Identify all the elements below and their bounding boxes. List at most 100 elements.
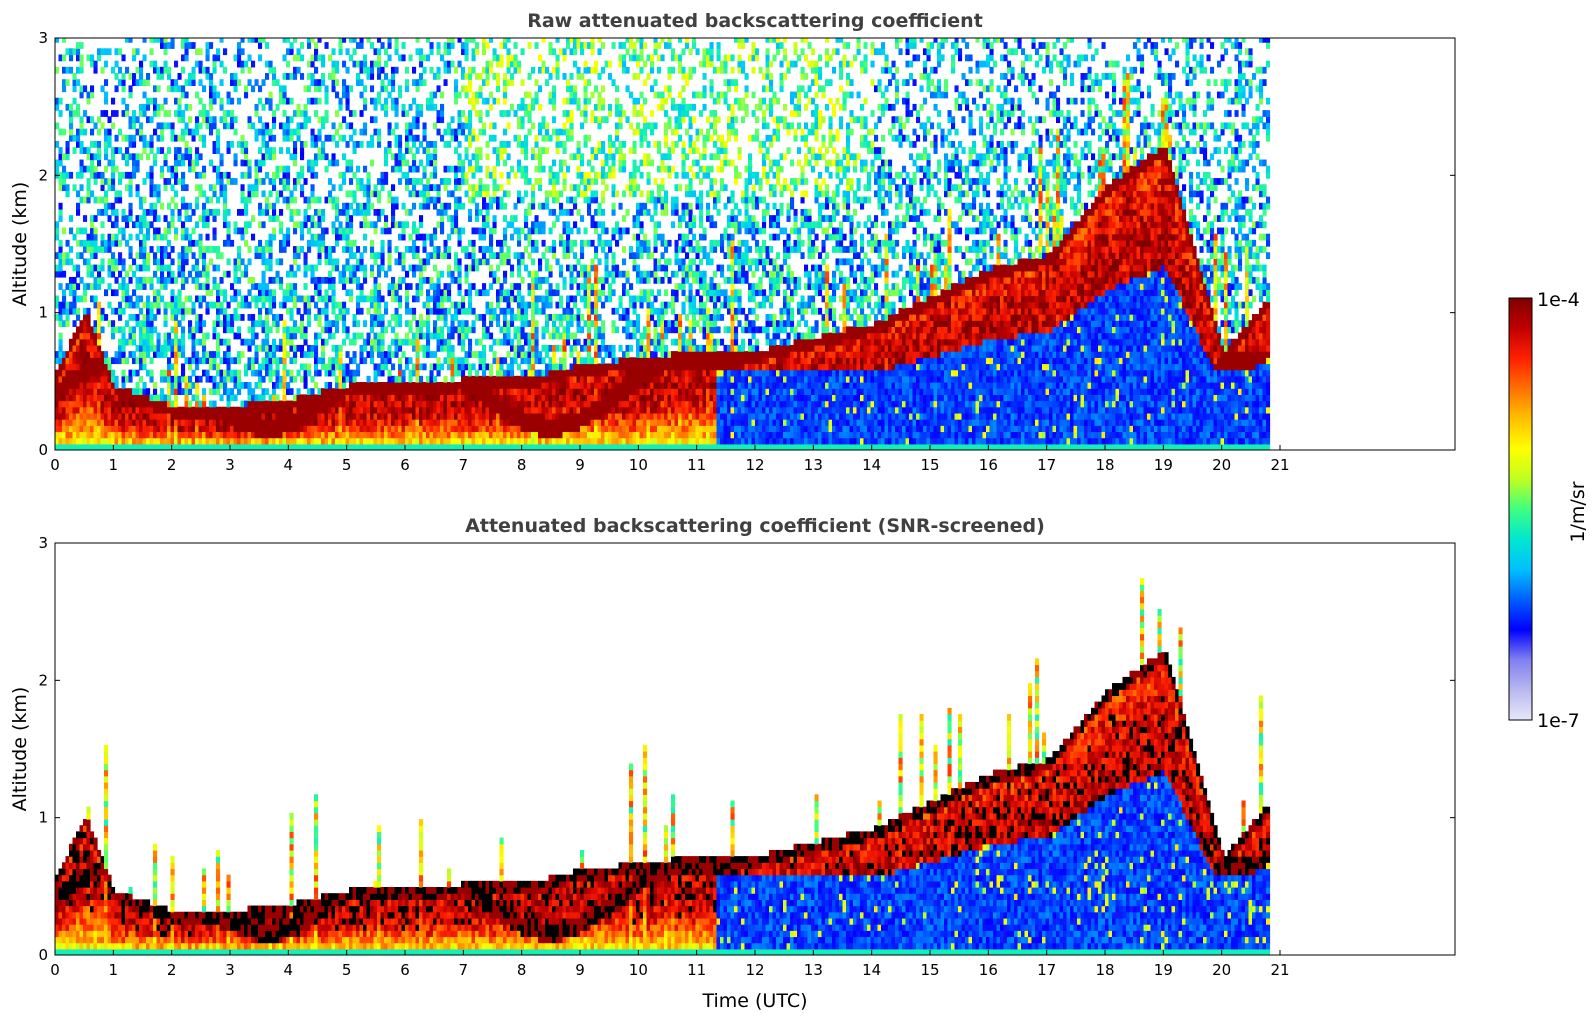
heat-cell bbox=[479, 363, 483, 370]
heat-cell bbox=[437, 394, 441, 401]
heat-cell bbox=[304, 265, 308, 272]
heat-cell bbox=[276, 104, 280, 111]
heat-cell bbox=[241, 271, 245, 278]
heat-cell bbox=[66, 67, 70, 74]
heat-cell bbox=[258, 314, 262, 321]
heat-cell bbox=[146, 98, 150, 105]
heat-cell bbox=[489, 388, 493, 395]
heat-cell bbox=[125, 215, 129, 222]
heat-cell bbox=[482, 228, 486, 235]
heat-cell bbox=[143, 36, 147, 43]
heat-cell bbox=[174, 357, 178, 364]
heat-cell bbox=[521, 326, 525, 333]
heat-cell bbox=[220, 431, 224, 438]
heat-cell bbox=[157, 351, 161, 358]
heat-cell bbox=[510, 79, 514, 86]
heat-cell bbox=[111, 407, 115, 414]
heat-cell bbox=[97, 320, 101, 327]
heat-cell bbox=[199, 296, 203, 303]
heat-cell bbox=[451, 401, 455, 408]
heat-cell bbox=[405, 184, 409, 191]
heat-cell bbox=[391, 277, 395, 284]
heat-cell bbox=[220, 425, 224, 432]
heat-cell bbox=[136, 265, 140, 272]
heat-cell bbox=[423, 184, 427, 191]
heat-cell bbox=[384, 302, 388, 309]
heat-cell bbox=[265, 172, 269, 179]
heat-cell bbox=[122, 228, 126, 235]
heat-cell bbox=[125, 172, 129, 179]
heat-cell bbox=[206, 48, 210, 55]
heat-cell bbox=[276, 382, 280, 389]
heat-cell bbox=[279, 221, 283, 228]
heat-cell bbox=[202, 252, 206, 259]
heat-cell bbox=[426, 302, 430, 309]
heat-cell bbox=[360, 67, 364, 74]
heat-cell bbox=[482, 215, 486, 222]
heat-cell bbox=[493, 98, 497, 105]
heat-cell bbox=[454, 172, 458, 179]
heat-cell bbox=[461, 363, 465, 370]
heat-cell bbox=[342, 36, 346, 43]
heat-cell bbox=[381, 79, 385, 86]
heat-cell bbox=[185, 425, 189, 432]
heat-cell bbox=[391, 401, 395, 408]
heat-cell bbox=[398, 141, 402, 148]
heat-cell bbox=[332, 258, 336, 265]
heat-cell bbox=[167, 252, 171, 259]
heat-cell bbox=[108, 215, 112, 222]
heat-cell bbox=[223, 197, 227, 204]
heat-cell bbox=[104, 203, 108, 210]
heat-cell bbox=[122, 234, 126, 241]
heat-cell bbox=[195, 48, 199, 55]
heat-cell bbox=[416, 388, 420, 395]
heat-cell bbox=[363, 61, 367, 68]
heat-cell bbox=[395, 401, 399, 408]
heat-cell bbox=[304, 252, 308, 259]
heat-cell bbox=[300, 153, 304, 160]
heat-cell bbox=[363, 277, 367, 284]
heat-cell bbox=[283, 197, 287, 204]
heat-cell bbox=[510, 221, 514, 228]
heat-cell bbox=[416, 48, 420, 55]
heat-cell bbox=[195, 376, 199, 383]
heat-cell bbox=[59, 147, 63, 154]
heat-cell bbox=[412, 339, 416, 346]
heat-cell bbox=[87, 357, 91, 364]
heat-cell bbox=[178, 339, 182, 346]
heat-cell bbox=[129, 401, 133, 408]
heat-cell bbox=[398, 401, 402, 408]
heat-cell bbox=[227, 438, 231, 445]
heat-cell bbox=[468, 283, 472, 290]
heat-cell bbox=[272, 345, 276, 352]
heat-cell bbox=[153, 85, 157, 92]
heat-cell bbox=[157, 345, 161, 352]
heat-cell bbox=[181, 36, 185, 43]
heat-cell bbox=[171, 36, 175, 43]
heat-cell bbox=[402, 252, 406, 259]
heat-cell bbox=[192, 42, 196, 49]
heat-cell bbox=[444, 129, 448, 136]
heat-cell bbox=[507, 382, 511, 389]
heat-cell bbox=[353, 240, 357, 247]
heat-cell bbox=[472, 382, 476, 389]
heat-cell bbox=[486, 333, 490, 340]
heat-cell bbox=[195, 388, 199, 395]
heat-cell bbox=[437, 302, 441, 309]
heat-cell bbox=[80, 85, 84, 92]
heat-cell bbox=[307, 265, 311, 272]
heat-cell bbox=[94, 357, 98, 364]
heat-cell bbox=[171, 388, 175, 395]
heat-cell bbox=[325, 85, 329, 92]
heat-cell bbox=[377, 345, 381, 352]
heat-cell bbox=[451, 388, 455, 395]
heat-cell bbox=[342, 92, 346, 99]
heat-cell bbox=[496, 413, 500, 420]
heat-cell bbox=[356, 166, 360, 173]
heat-cell bbox=[437, 431, 441, 438]
heat-cell bbox=[167, 376, 171, 383]
heat-cell bbox=[486, 413, 490, 420]
heat-cell bbox=[517, 116, 521, 123]
heat-cell bbox=[381, 265, 385, 272]
heat-cell bbox=[335, 141, 339, 148]
